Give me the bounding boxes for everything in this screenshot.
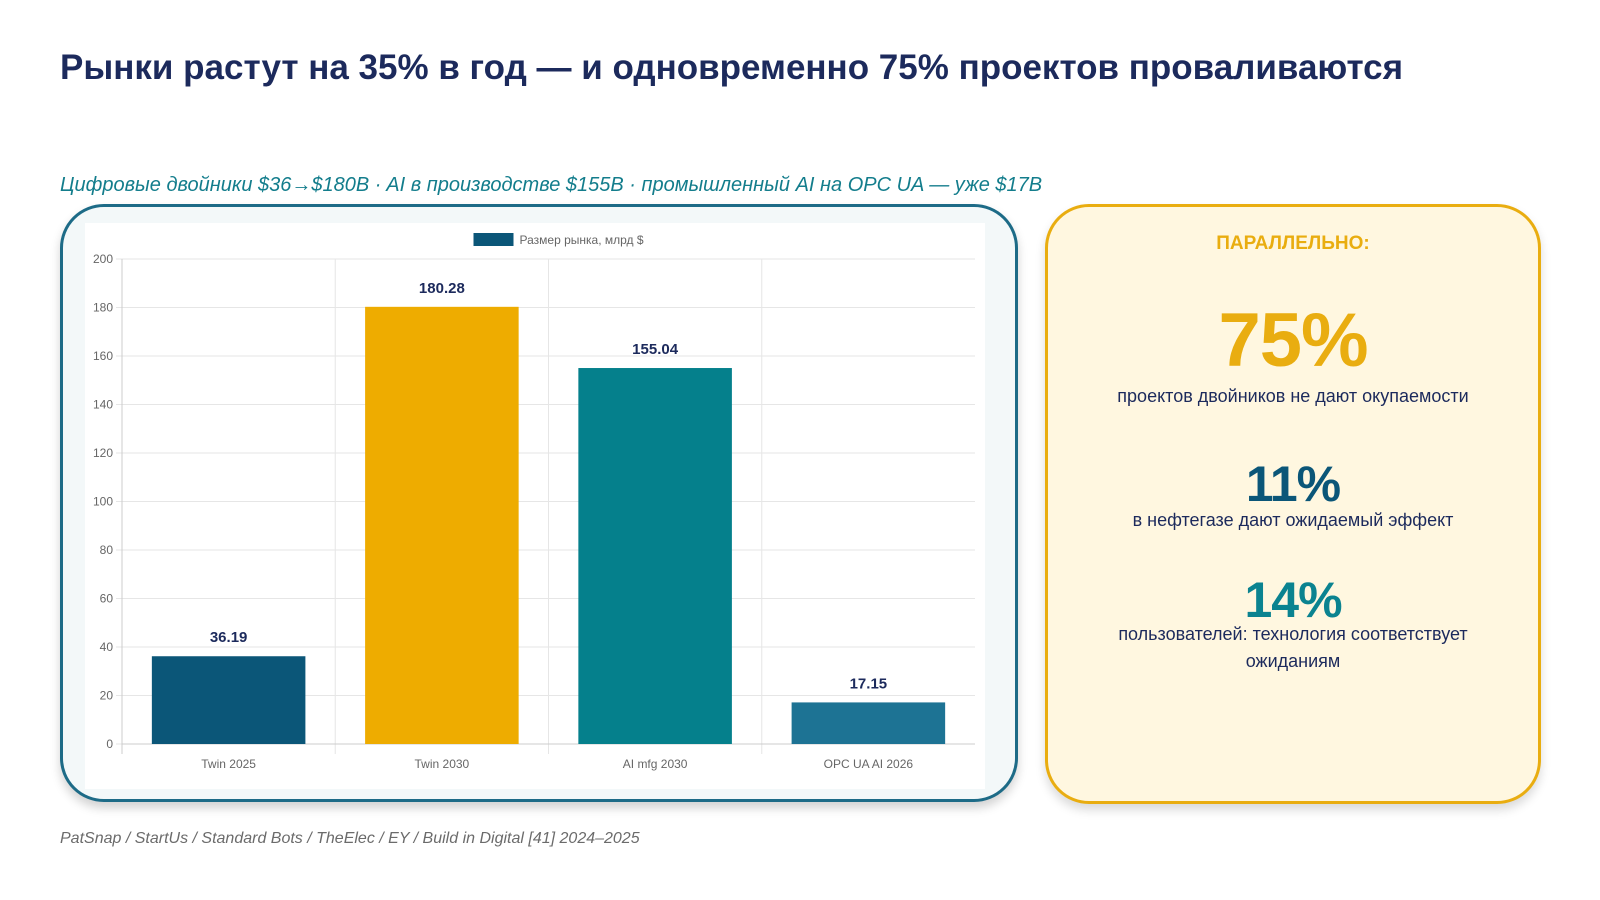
bar[interactable]	[791, 702, 946, 744]
y-tick-label: 200	[93, 252, 113, 266]
y-tick-label: 80	[100, 543, 114, 557]
bar[interactable]	[151, 656, 306, 744]
stat-value-users: 14%	[1244, 572, 1342, 628]
y-tick-label: 20	[100, 689, 114, 703]
bar[interactable]	[578, 368, 732, 744]
legend-swatch	[473, 233, 514, 246]
stat-desc-oil-gas: в нефтегазе дают ожидаемый эффект	[1132, 510, 1454, 530]
y-tick-label: 100	[93, 495, 113, 509]
bar-chart: 0 20 40 60 80 100 120 140 160 180 200 Twin 2025 Twin…	[85, 223, 985, 789]
y-tick-label: 180	[93, 301, 113, 315]
y-tick-label: 40	[100, 640, 114, 654]
source-note: PatSnap / StartUs / Standard Bots / TheE…	[60, 830, 640, 847]
stat-desc-roi: проектов двойников не дают окупаемости	[1117, 386, 1469, 406]
bar-value-label: 36.19	[210, 629, 248, 646]
bar-value-label: 180.28	[419, 280, 465, 297]
x-tick-label: Twin 2030	[415, 757, 470, 771]
chart-card: 0 20 40 60 80 100 120 140 160 180 200 Twin 2025 Twin…	[60, 204, 1018, 802]
stats-panel: ПАРАЛЛЕЛЬНО: 75% проектов двойников не д…	[1045, 204, 1541, 804]
page-subtitle: Цифровые двойники $36→$180B · AI в произ…	[60, 174, 1043, 196]
page-title: Рынки растут на 35% в год — и одновремен…	[60, 48, 1404, 87]
y-tick-label: 60	[100, 592, 114, 606]
bar-value-label: 17.15	[850, 675, 888, 692]
stat-desc-users: пользователей: технология соответствует …	[1118, 624, 1468, 671]
x-tick-label: Twin 2025	[201, 757, 256, 771]
stat-value-oil-gas: 11%	[1245, 456, 1341, 512]
x-tick-label: AI mfg 2030	[623, 757, 688, 771]
y-tick-label: 120	[93, 446, 113, 460]
y-tick-label: 160	[93, 349, 113, 363]
y-tick-label: 0	[106, 737, 113, 751]
bar[interactable]	[365, 306, 519, 744]
stats-heading: ПАРАЛЛЕЛЬНО:	[1216, 233, 1370, 254]
y-tick-label: 140	[93, 398, 113, 412]
stat-value-roi: 75%	[1218, 298, 1368, 383]
x-tick-label: OPC UA AI 2026	[824, 757, 914, 771]
bar-value-label: 155.04	[632, 341, 679, 358]
legend-label: Размер рынка, млрд $	[520, 233, 644, 247]
